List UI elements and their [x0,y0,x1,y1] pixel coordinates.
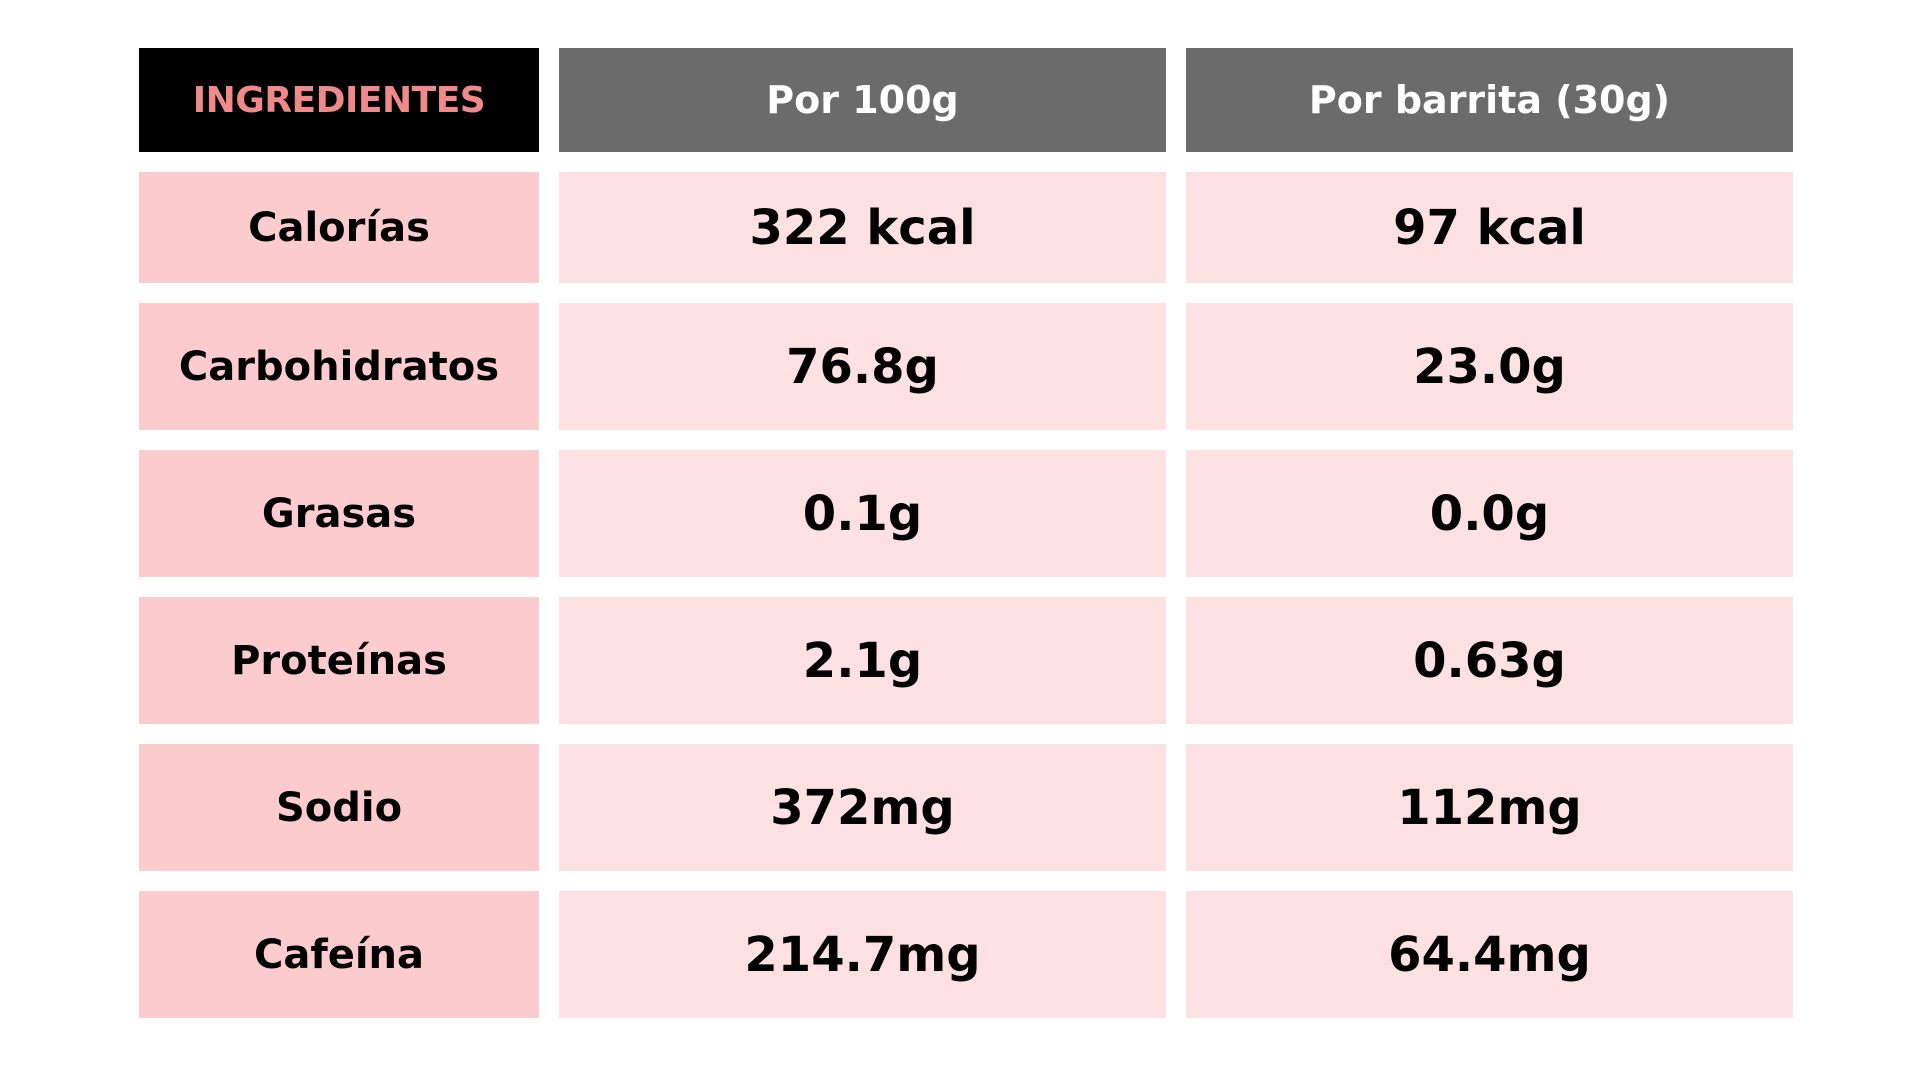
header-ingredients: INGREDIENTES [139,48,539,152]
row-value-per-bar: 64.4mg [1186,891,1793,1018]
header-per-100g: Por 100g [559,48,1166,152]
table-row: Proteínas 2.1g 0.63g [139,597,1793,724]
table-row: Carbohidratos 76.8g 23.0g [139,303,1793,430]
table-row: Cafeína 214.7mg 64.4mg [139,891,1793,1018]
header-per-bar: Por barrita (30g) [1186,48,1793,152]
row-label: Sodio [139,744,539,871]
row-value-per-100g: 0.1g [559,450,1166,577]
row-value-per-bar: 0.63g [1186,597,1793,724]
table-row: Grasas 0.1g 0.0g [139,450,1793,577]
row-value-per-bar: 97 kcal [1186,172,1793,283]
row-value-per-bar: 0.0g [1186,450,1793,577]
row-label: Cafeína [139,891,539,1018]
row-label: Proteínas [139,597,539,724]
row-value-per-100g: 214.7mg [559,891,1166,1018]
row-label: Grasas [139,450,539,577]
row-value-per-100g: 372mg [559,744,1166,871]
table-header-row: INGREDIENTES Por 100g Por barrita (30g) [139,48,1793,152]
row-value-per-bar: 112mg [1186,744,1793,871]
row-value-per-100g: 322 kcal [559,172,1166,283]
row-value-per-100g: 2.1g [559,597,1166,724]
nutrition-table: INGREDIENTES Por 100g Por barrita (30g) … [139,48,1793,1018]
table-row: Sodio 372mg 112mg [139,744,1793,871]
row-label: Calorías [139,172,539,283]
row-value-per-bar: 23.0g [1186,303,1793,430]
table-row: Calorías 322 kcal 97 kcal [139,172,1793,283]
row-label: Carbohidratos [139,303,539,430]
row-value-per-100g: 76.8g [559,303,1166,430]
